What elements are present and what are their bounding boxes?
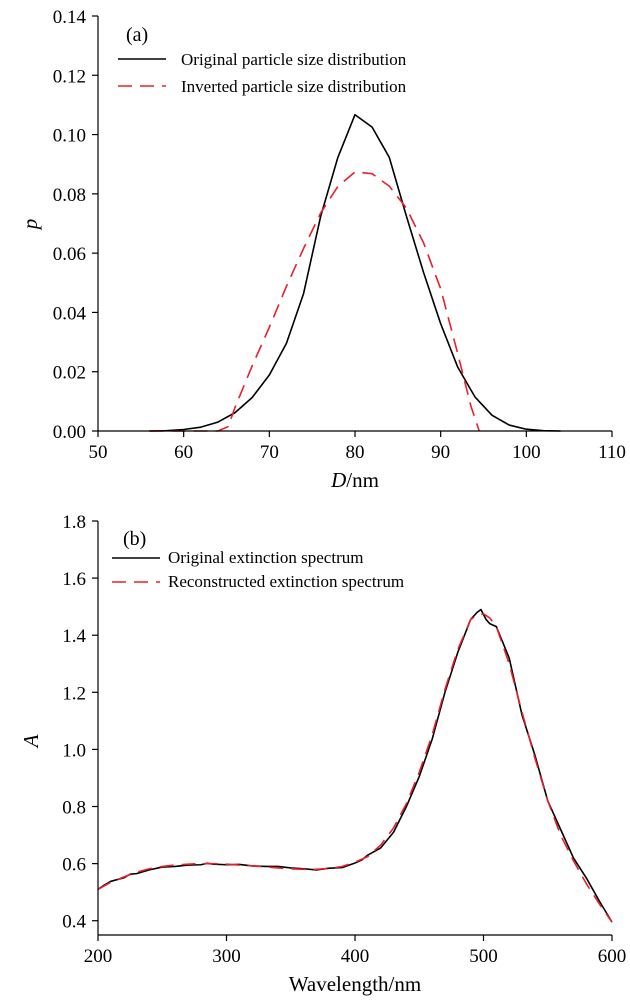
panel-b-plot-area <box>97 608 613 923</box>
panel-a-y-tick-label: 0.08 <box>53 185 86 206</box>
panel-b-label: (b) <box>123 528 146 550</box>
panel-a-y-tick-label: 0.10 <box>53 126 86 147</box>
panel-b-y-tick-label: 0.8 <box>62 798 86 819</box>
panel-b-x-tick-label: 300 <box>212 946 241 967</box>
panel-b-legend: Original extinction spectrum Reconstruct… <box>112 548 404 591</box>
panel-a-x-axis-title: D/nm <box>330 468 379 492</box>
panel-a-x-tick-label: 100 <box>512 442 541 463</box>
panel-a-y-tick-label: 0.02 <box>53 363 86 384</box>
panel-a-x-tick-label: 60 <box>174 442 193 463</box>
panel-b: 200 300 400 500 6000.40.60.81.01.21.41.61.8 … <box>19 512 626 996</box>
panel-b-y-tick-label: 1.6 <box>62 569 86 590</box>
panel-a-x-tick-label: 80 <box>346 442 365 463</box>
panel-b-y-tick-label: 1.8 <box>62 512 86 533</box>
panel-b-legend-label-original: Original extinction spectrum <box>168 548 363 567</box>
panel-b-y-tick-label: 1.0 <box>62 740 86 761</box>
panel-b-x-tick-label: 600 <box>598 946 627 967</box>
panel-a-x-tick-label: 90 <box>431 442 450 463</box>
panel-a: 50 60 70 80 90 100 110 0.00 0.02 0.04 0.06 0.08 0.10… <box>18 7 626 492</box>
panel-b-x-axis-title: Wavelength/nm <box>289 972 421 996</box>
panel-b-legend-label-reconstructed: Reconstructed extinction spectrum <box>168 572 404 591</box>
panel-a-y-tick-label: 0.12 <box>53 66 86 87</box>
panel-b-x-tick-label: 200 <box>84 946 113 967</box>
panel-a-label: (a) <box>126 24 148 46</box>
panel-a-y-tick-label: 0.14 <box>53 7 87 28</box>
panel-b-ticks: 200 300 400 500 600 0.4 0.6 0.8 1.0 1.2 1.4 1.6 1.8 <box>62 512 626 967</box>
panel-b-x-tick-label: 500 <box>469 946 498 967</box>
panel-a-y-tick-label: 0.06 <box>53 244 86 265</box>
panel-a-legend: Original particle size distribution Inve… <box>118 50 407 96</box>
panel-a-x-axis-title-var: D <box>330 468 346 492</box>
panel-b-x-tick-label: 400 <box>341 946 370 967</box>
panel-b-y-axis-title: A <box>19 734 43 749</box>
panel-a-x-axis-title-unit: /nm <box>346 468 379 492</box>
panel-b-series-dashed-line <box>97 612 613 923</box>
panel-a-x-tick-label: 70 <box>260 442 279 463</box>
panel-a-legend-label-inverted: Inverted particle size distribution <box>181 77 407 96</box>
panel-a-plot-area <box>149 113 561 432</box>
panel-b-series-original-line <box>97 608 613 923</box>
panel-a-ticks: 50 60 70 80 90 100 110 0.00 0.02 0.04 0.06 0.08 0.10… <box>53 7 626 463</box>
panel-a-x-tick-label: 110 <box>598 442 626 463</box>
panel-a-y-tick-label: 0.00 <box>53 422 86 443</box>
panel-a-legend-label-original: Original particle size distribution <box>181 50 407 69</box>
panel-b-y-tick-label: 0.4 <box>62 912 86 933</box>
panel-b-y-tick-label: 0.6 <box>62 855 86 876</box>
panel-a-series-dashed-line <box>149 171 480 432</box>
panel-a-y-tick-label: 0.04 <box>53 303 87 324</box>
panel-b-y-tick-label: 1.2 <box>62 683 86 704</box>
panel-b-y-tick-label: 1.4 <box>62 626 86 647</box>
panel-a-y-axis-title: p <box>18 219 42 232</box>
panel-a-series-original-line <box>149 113 561 432</box>
panel-a-x-tick-label: 50 <box>89 442 108 463</box>
